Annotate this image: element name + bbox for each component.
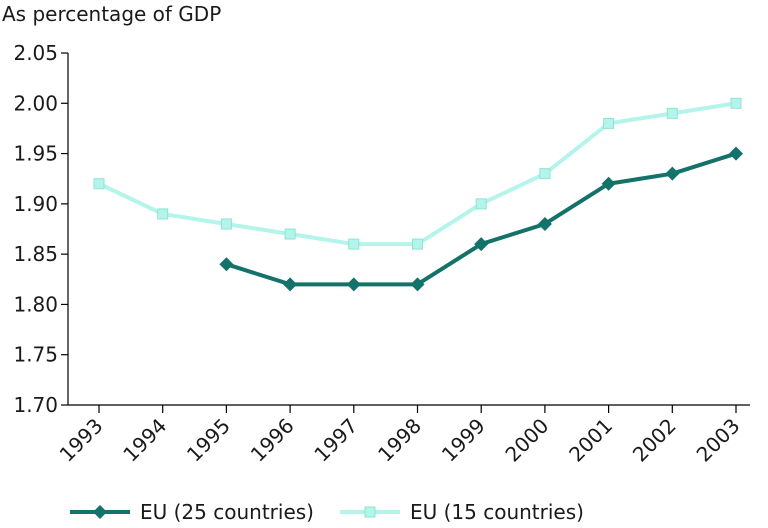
legend-label-eu15: EU (15 countries) bbox=[409, 500, 584, 524]
x-tick-label: 2003 bbox=[692, 414, 745, 467]
y-tick-labels: 1.70 1.75 1.80 1.85 1.90 1.95 2.00 2.05 bbox=[13, 41, 68, 417]
y-tick-label: 2.00 bbox=[13, 91, 58, 115]
data-point-diamond bbox=[410, 277, 425, 292]
axes bbox=[67, 53, 750, 406]
x-tick-label: 1994 bbox=[118, 414, 171, 467]
data-point-diamond bbox=[601, 176, 616, 191]
x-tick-label: 2002 bbox=[628, 414, 681, 467]
series-eu15 bbox=[93, 97, 742, 250]
legend-label-eu25: EU (25 countries) bbox=[140, 500, 314, 524]
series-line bbox=[225, 151, 737, 287]
legend: EU (25 countries) EU (15 countries) bbox=[70, 500, 610, 524]
series-line bbox=[98, 101, 737, 247]
y-tick-label: 1.85 bbox=[13, 242, 58, 266]
x-tick-label: 1996 bbox=[246, 414, 299, 467]
x-tick-label: 2000 bbox=[500, 414, 553, 467]
legend-swatch-eu25 bbox=[70, 505, 130, 519]
data-point-square bbox=[730, 97, 742, 109]
x-tick-labels: 1993 1994 1995 1996 1997 1998 1999 2000 2001 2002… bbox=[55, 405, 745, 467]
series-group bbox=[93, 97, 743, 292]
data-point-square bbox=[539, 168, 551, 180]
data-point-square bbox=[284, 228, 296, 240]
y-tick-label: 2.05 bbox=[13, 41, 58, 65]
legend-item-eu15: EU (15 countries) bbox=[339, 500, 584, 524]
x-tick-label: 1998 bbox=[373, 414, 426, 467]
x-tick-label: 2001 bbox=[564, 414, 617, 467]
data-point-diamond bbox=[665, 166, 680, 181]
data-point-diamond bbox=[346, 277, 361, 292]
data-point-diamond bbox=[283, 277, 298, 292]
x-tick-label: 1997 bbox=[309, 414, 362, 467]
data-point-square bbox=[348, 238, 360, 250]
x-tick-label: 1993 bbox=[55, 414, 108, 467]
legend-swatch-eu15 bbox=[339, 506, 400, 518]
y-tick-label: 1.95 bbox=[13, 142, 58, 166]
data-point-square bbox=[412, 238, 423, 250]
x-tick-label: 1999 bbox=[437, 414, 490, 467]
data-point-square bbox=[666, 107, 678, 119]
x-tick-label: 1995 bbox=[182, 414, 235, 467]
y-tick-label: 1.75 bbox=[13, 343, 58, 367]
data-point-diamond bbox=[474, 237, 489, 252]
y-axis-unit-label: As percentage of GDP bbox=[2, 2, 222, 26]
data-point-diamond bbox=[537, 216, 552, 231]
data-point-square bbox=[93, 178, 105, 190]
y-tick-label: 1.70 bbox=[13, 393, 58, 417]
data-point-square bbox=[475, 198, 487, 210]
series-eu25 bbox=[219, 146, 743, 292]
legend-item-eu25: EU (25 countries) bbox=[70, 500, 314, 524]
data-point-diamond bbox=[729, 146, 743, 161]
y-tick-label: 1.80 bbox=[13, 292, 58, 316]
data-point-diamond bbox=[219, 257, 234, 272]
data-point-square bbox=[603, 117, 615, 129]
data-point-square bbox=[220, 218, 232, 230]
data-point-square bbox=[157, 208, 169, 220]
y-tick-label: 1.90 bbox=[13, 192, 58, 216]
